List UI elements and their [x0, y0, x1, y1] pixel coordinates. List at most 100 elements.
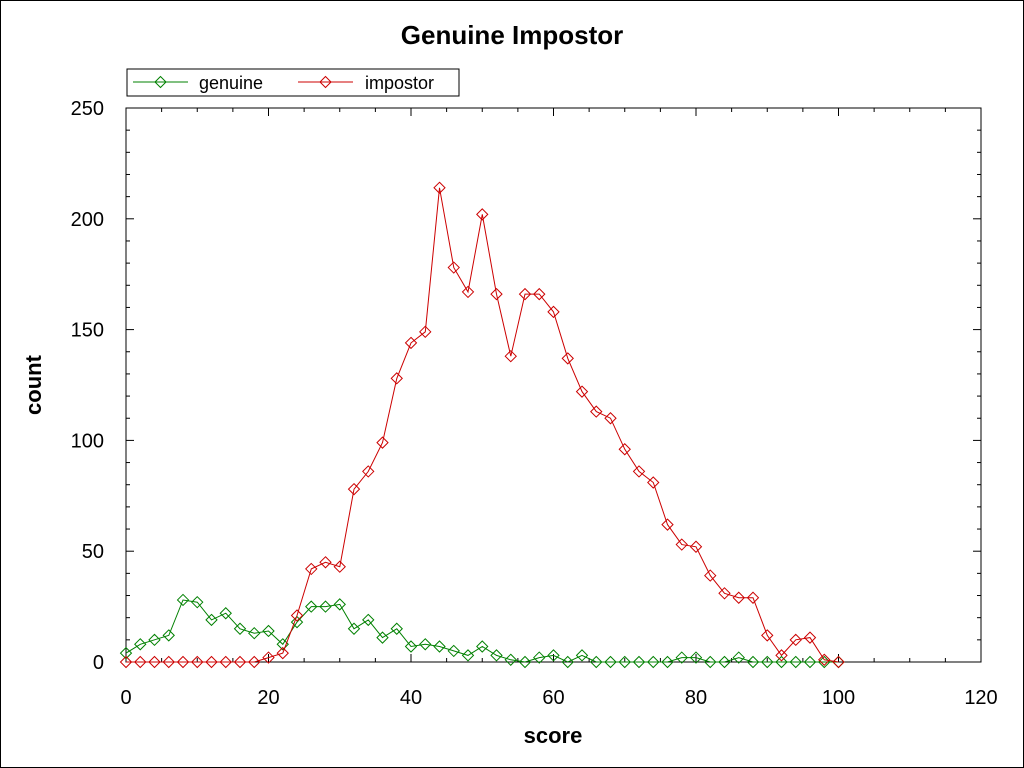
genuine-point — [362, 613, 375, 627]
genuine-point — [504, 653, 517, 666]
impostor-point — [262, 651, 275, 664]
impostor-point — [476, 208, 489, 221]
impostor-point — [433, 181, 446, 194]
genuine-point — [433, 640, 446, 653]
impostor-point — [333, 560, 346, 573]
impostor-point — [162, 655, 175, 669]
impostor-point — [632, 465, 646, 478]
y-tick-label: 50 — [82, 541, 104, 563]
impostor-point — [404, 336, 418, 350]
impostor-point — [818, 653, 831, 666]
genuine-point — [148, 633, 161, 647]
genuine-point — [604, 655, 617, 669]
genuine-point — [789, 655, 802, 669]
impostor-point — [290, 609, 304, 622]
impostor-point — [732, 591, 745, 604]
genuine-point — [533, 651, 546, 664]
impostor-point — [191, 655, 204, 669]
impostor-point — [590, 405, 603, 418]
genuine-point — [675, 651, 688, 664]
impostor-point — [518, 287, 532, 301]
y-tick-label: 0 — [93, 652, 104, 674]
genuine-point — [575, 649, 589, 662]
genuine-point — [732, 651, 745, 664]
impostor-point — [219, 655, 232, 669]
impostor-point — [319, 556, 332, 569]
impostor-point — [704, 569, 717, 582]
impostor-point — [205, 655, 218, 669]
impostor-point — [504, 349, 517, 363]
genuine-point — [419, 638, 432, 651]
genuine-point — [647, 655, 660, 669]
impostor-point — [718, 587, 731, 600]
impostor-point — [376, 436, 389, 449]
impostor-point — [119, 655, 133, 669]
genuine-point — [233, 622, 247, 635]
impostor-point — [675, 538, 688, 551]
x-tick-label: 120 — [964, 687, 997, 709]
impostor-point — [490, 287, 503, 301]
x-tick-label: 60 — [542, 687, 564, 709]
impostor-point — [618, 443, 631, 456]
genuine-point — [176, 593, 190, 607]
impostor-point — [832, 655, 845, 669]
x-tick-label: 100 — [822, 687, 855, 709]
genuine-point — [219, 607, 232, 620]
genuine-point — [761, 655, 774, 669]
genuine-point — [661, 655, 674, 669]
impostor-point — [176, 655, 190, 669]
impostor-point — [148, 655, 161, 669]
impostor-point — [347, 482, 361, 496]
series-impostor — [119, 181, 845, 669]
genuine-point — [704, 655, 717, 669]
y-tick-label: 250 — [71, 98, 104, 120]
impostor-point — [775, 649, 788, 662]
genuine-point — [319, 600, 332, 613]
impostor-point — [134, 655, 147, 669]
y-tick-label: 100 — [71, 430, 104, 452]
impostor-point — [803, 631, 817, 644]
genuine-point — [404, 640, 418, 653]
genuine-point — [803, 655, 817, 669]
genuine-point — [632, 655, 646, 669]
impostor-point — [419, 325, 432, 339]
impostor-point — [447, 261, 460, 274]
impostor-point — [276, 646, 289, 660]
impostor-point — [647, 476, 660, 489]
genuine-point — [290, 615, 304, 629]
legend-genuine-marker — [154, 75, 167, 89]
y-tick-label: 150 — [71, 320, 104, 342]
impostor-point — [248, 655, 261, 669]
genuine-point — [618, 655, 631, 669]
x-axis-title: score — [524, 723, 583, 748]
impostor-point — [305, 562, 318, 576]
impostor-point — [233, 655, 247, 669]
impostor-point — [575, 385, 589, 398]
genuine-point — [746, 655, 760, 669]
genuine-point — [775, 655, 788, 669]
genuine-line — [125, 599, 839, 663]
genuine-point — [390, 622, 403, 635]
genuine-point — [347, 622, 361, 635]
impostor-point — [761, 629, 774, 642]
genuine-point — [191, 595, 204, 609]
series-genuine — [119, 593, 845, 669]
x-tick-label: 40 — [400, 687, 422, 709]
genuine-point — [490, 649, 503, 662]
plot-area — [125, 107, 982, 663]
impostor-point — [362, 465, 375, 478]
legend-genuine-label: genuine — [199, 73, 263, 93]
y-axis: 0 50 100 150 200 250 — [71, 98, 981, 674]
genuine-point — [205, 613, 218, 627]
genuine-point — [119, 646, 133, 660]
genuine-point — [262, 624, 275, 638]
genuine-point — [461, 649, 475, 662]
genuine-point — [333, 598, 346, 611]
x-tick-label: 80 — [685, 687, 707, 709]
impostor-point — [390, 372, 403, 385]
genuine-point — [718, 655, 731, 669]
genuine-point — [547, 649, 560, 662]
impostor-line — [126, 187, 839, 663]
impostor-point — [689, 540, 703, 553]
